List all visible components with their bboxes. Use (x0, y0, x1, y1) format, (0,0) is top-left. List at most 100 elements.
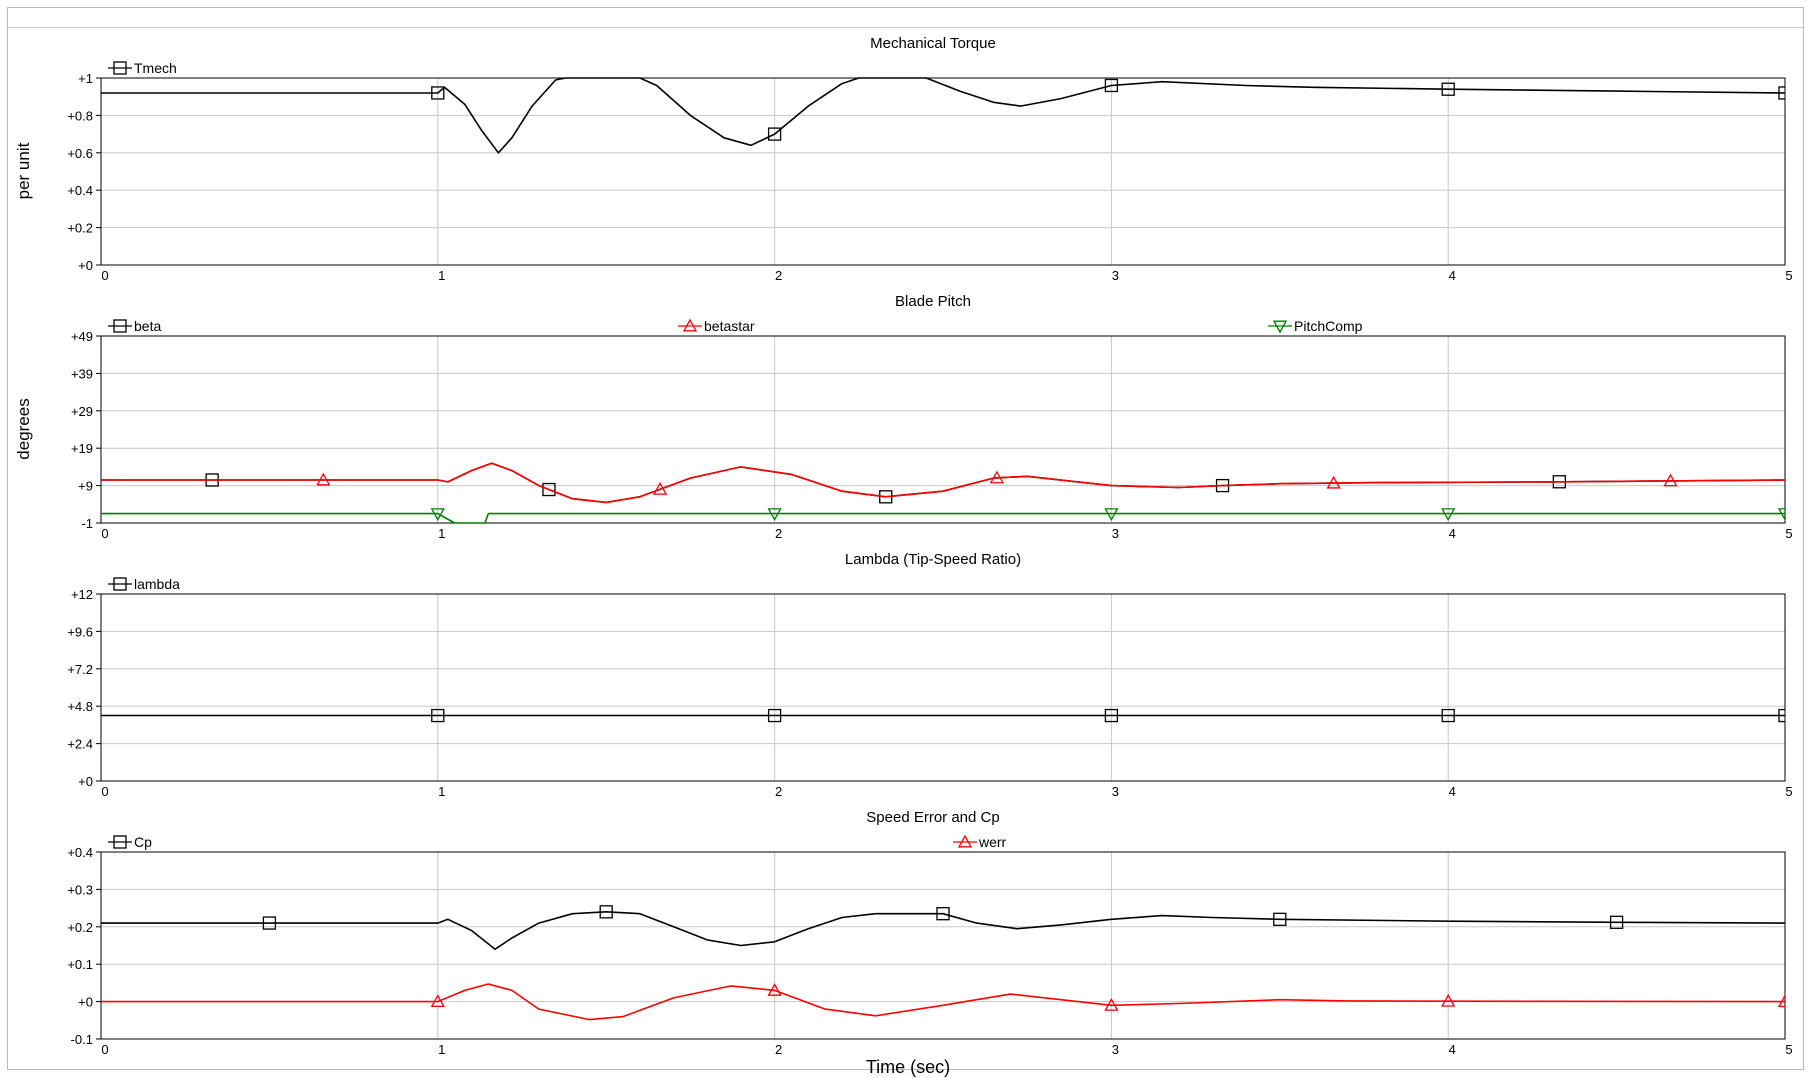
data-point-marker (316, 472, 331, 486)
data-point-marker (1104, 508, 1119, 521)
x-tick-label: 4 (1449, 526, 1456, 541)
x-tick-label: 5 (1785, 526, 1792, 541)
y-tick-label: +1 (78, 71, 93, 86)
legend-label: Tmech (134, 60, 177, 76)
legend-entry: PitchComp (1268, 318, 1363, 334)
x-tick-label: 2 (775, 1042, 782, 1057)
data-point-marker (767, 708, 782, 723)
y-tick-label: +2.4 (67, 737, 93, 752)
legend-label: PitchComp (1294, 318, 1363, 334)
legend-label: betastar (704, 318, 755, 334)
y-tick-label: +0.6 (67, 146, 93, 161)
x-tick-label: 2 (775, 268, 782, 283)
data-point-marker (767, 508, 782, 521)
data-point-marker (599, 905, 613, 919)
legend-marker (957, 834, 973, 848)
data-point-marker (1609, 915, 1624, 929)
data-point-marker (1104, 998, 1119, 1011)
y-tick-label: +39 (71, 366, 93, 381)
data-point-marker (431, 708, 445, 723)
series-werr (101, 983, 1785, 1021)
data-point-marker (1663, 473, 1678, 487)
legend-marker (113, 319, 127, 333)
data-point-marker (431, 86, 445, 100)
y-tick-label: -1 (81, 516, 93, 531)
y-tick-label: +0.3 (67, 882, 93, 897)
legend-entry: Tmech (108, 60, 177, 76)
series-betastar (101, 462, 1785, 504)
y-tick-label: +0.8 (67, 108, 93, 123)
legend-entry: beta (108, 318, 161, 334)
x-tick-label: 0 (101, 526, 108, 541)
legend-label: beta (134, 318, 161, 334)
x-tick-label: 1 (438, 268, 445, 283)
y-tick-label: +0.4 (67, 845, 93, 860)
y-tick-label: +9.6 (67, 624, 93, 639)
y-tick-label: +29 (71, 404, 93, 419)
x-tick-label: 0 (101, 1042, 108, 1057)
data-point-marker (936, 907, 950, 921)
series-PitchComp (101, 508, 1785, 524)
plot-border (100, 77, 1786, 266)
data-point-marker (1778, 86, 1785, 100)
data-point-marker (1778, 708, 1785, 723)
data-point-marker (1441, 508, 1456, 521)
data-point-marker (767, 127, 782, 141)
legend-entry: lambda (108, 576, 180, 592)
x-tick-label: 2 (775, 526, 782, 541)
series-line (101, 512, 1785, 524)
chart-panel-2: Blade Pitch -1 +9 +19 +29 +39 +49 0 1 2 3 4 5 degrees… (14, 293, 1793, 541)
data-point-marker (989, 470, 1004, 484)
x-tick-label: 3 (1112, 526, 1119, 541)
data-point-marker (652, 482, 668, 495)
legend-marker (1272, 320, 1288, 334)
x-tick-label: 3 (1112, 1042, 1119, 1057)
x-tick-label: 1 (438, 1042, 445, 1057)
series-Tmech (101, 77, 1785, 154)
legend-entry: werr (953, 834, 1007, 850)
y-tick-label: +9 (78, 479, 93, 494)
y-tick-label: +12 (71, 587, 93, 602)
data-point-marker (1326, 475, 1341, 489)
x-tick-label: 0 (101, 268, 108, 283)
series-Cp (101, 905, 1785, 950)
data-point-marker (430, 994, 445, 1008)
x-tick-label: 4 (1449, 1042, 1456, 1057)
x-tick-label: 0 (101, 784, 108, 799)
y-axis-label: per unit (14, 142, 33, 199)
legend-label: Cp (134, 834, 152, 850)
legend-marker (113, 61, 127, 75)
y-axis-label: degrees (14, 398, 33, 459)
data-point-marker (542, 482, 556, 497)
data-point-marker (430, 508, 445, 521)
y-tick-label: +0 (78, 258, 93, 273)
legend-marker (113, 835, 127, 849)
chart-title: Blade Pitch (895, 293, 971, 310)
x-tick-label: 1 (438, 526, 445, 541)
chart-title: Lambda (Tip-Speed Ratio) (845, 551, 1021, 568)
legend-label: lambda (134, 576, 180, 592)
y-tick-label: +0.2 (67, 221, 93, 236)
window-top-strip (8, 8, 1803, 28)
plot-border (100, 335, 1786, 524)
y-tick-label: +0.1 (67, 957, 93, 972)
y-tick-label: +0.2 (67, 920, 93, 935)
x-tick-label: 2 (775, 784, 782, 799)
x-axis-label: Time (sec) (866, 1057, 950, 1077)
chart-title: Speed Error and Cp (866, 809, 999, 826)
data-point-marker (1104, 78, 1119, 93)
legend-entry: Cp (108, 834, 152, 850)
plot-area (101, 336, 1785, 523)
data-point-marker (1777, 508, 1785, 521)
y-tick-label: +0 (78, 774, 93, 789)
data-point-marker (767, 983, 782, 996)
chart-panel-3: Lambda (Tip-Speed Ratio) +0 +2.4 +4.8 +7.2 +9… (67, 551, 1792, 799)
data-point-marker (1441, 82, 1455, 96)
plot-border (100, 851, 1786, 1040)
x-tick-label: 1 (438, 784, 445, 799)
chart-panel-1: Mechanical Torque +0 +0.2 +0.4 +0.6 +0.8 +1 0 1 2… (14, 35, 1793, 283)
y-tick-label: +49 (71, 329, 93, 344)
chart-panel-4: Speed Error and Cp -0.1 +0 +0.1 +0.2 +0.3 +0.4… (67, 809, 1792, 1077)
data-point-marker (1104, 708, 1119, 723)
